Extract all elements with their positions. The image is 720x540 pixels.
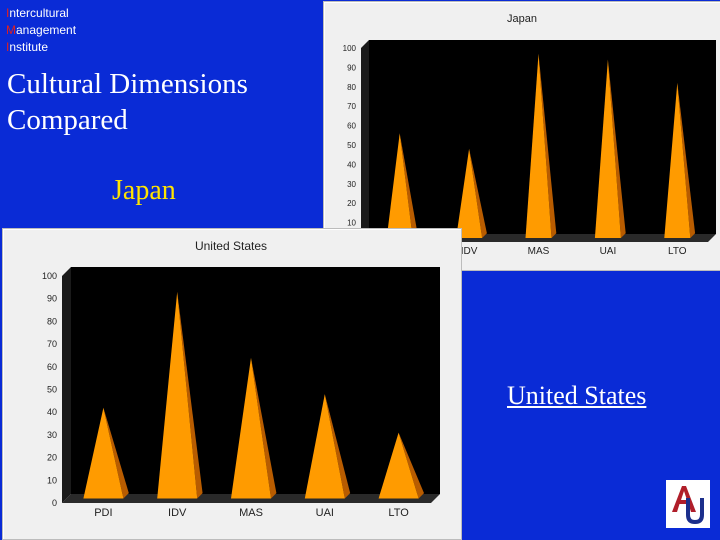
pyramid-side (399, 133, 418, 238)
y-tick-label: 70 (47, 339, 57, 349)
y-tick-label: 100 (343, 44, 357, 53)
plot-side-wall (361, 40, 369, 242)
institute-line-1: Intercultural (6, 6, 69, 20)
x-tick-label: MAS (239, 507, 263, 519)
pyramid-bar (664, 82, 691, 238)
y-tick-label: 50 (47, 385, 57, 395)
y-tick-label: 60 (347, 122, 356, 131)
institute-line-2: Management (6, 23, 77, 37)
pyramid-side (538, 53, 557, 239)
slide-title: Cultural Dimensions Compared (7, 66, 248, 138)
x-tick-label: PDI (94, 507, 112, 519)
y-tick-label: 80 (347, 83, 356, 92)
chart-title: United States (195, 239, 267, 253)
y-tick-label: 10 (47, 475, 57, 485)
plot-side-wall (62, 267, 71, 503)
x-tick-label: UAI (600, 246, 617, 257)
pyramid-bar (83, 407, 124, 499)
x-tick-label: LTO (668, 246, 687, 257)
x-tick-label: LTO (388, 507, 409, 519)
y-tick-label: 40 (47, 407, 57, 417)
y-tick-label: 30 (347, 180, 356, 189)
x-tick-label: MAS (528, 246, 550, 257)
chart-title: Japan (507, 13, 537, 25)
pyramid-bar (304, 394, 345, 499)
pyramid-side (469, 148, 487, 238)
x-tick-label: IDV (461, 246, 478, 257)
y-tick-label: 0 (52, 498, 57, 508)
pyramid-bar (594, 59, 621, 238)
y-tick-label: 50 (347, 141, 356, 150)
united-states-chart: United States 0 10 20 30 40 50 60 70 80 90 100 PDI ID… (42, 239, 440, 519)
y-tick-label: 60 (47, 362, 57, 372)
pyramid-side (677, 82, 696, 238)
y-tick-label: 90 (47, 294, 57, 304)
y-tick-label: 20 (47, 453, 57, 463)
pyramid-side (607, 59, 626, 238)
pyramid-bar (157, 291, 198, 499)
pyramid-side (103, 407, 129, 499)
united-states-label[interactable]: United States (507, 381, 647, 410)
y-tick-label: 20 (347, 199, 356, 208)
y-tick-label: 80 (47, 316, 57, 326)
pyramid-bar (231, 357, 271, 499)
y-tick-label: 40 (347, 160, 356, 169)
slide-title-line-2: Compared (7, 104, 128, 136)
pyramid-bar (378, 432, 419, 499)
united-states-chart-panel: United States 0 10 20 30 40 50 60 70 80 90 100 PDI ID… (2, 228, 462, 540)
institute-name: Intercultural Management Institute (6, 5, 76, 56)
pyramid-side (177, 291, 203, 499)
american-university-logo (666, 480, 710, 528)
japan-chart-panel: Japan0102030405060708090100PDIIDVMASUAIL… (323, 1, 720, 271)
x-tick-label: IDV (168, 507, 187, 519)
x-tick-label: UAI (316, 507, 334, 519)
y-tick-label: 30 (47, 430, 57, 440)
japan-label: Japan (112, 175, 176, 206)
institute-line-3: Institute (6, 40, 49, 54)
y-tick-label: 90 (347, 63, 356, 72)
pyramid-bar (456, 148, 483, 238)
pyramid-side (251, 357, 277, 499)
au-seal-icon (668, 482, 708, 526)
pyramid-side (398, 432, 424, 499)
y-tick-label: 70 (347, 102, 356, 111)
pyramid-bar (525, 53, 552, 239)
slide-title-line-1: Cultural Dimensions (7, 68, 248, 100)
pyramid-side (324, 394, 351, 499)
japan-chart: Japan0102030405060708090100PDIIDVMASUAIL… (343, 13, 716, 257)
y-tick-label: 10 (347, 219, 356, 228)
y-tick-label: 100 (42, 271, 57, 281)
pyramid-bar (386, 133, 413, 238)
